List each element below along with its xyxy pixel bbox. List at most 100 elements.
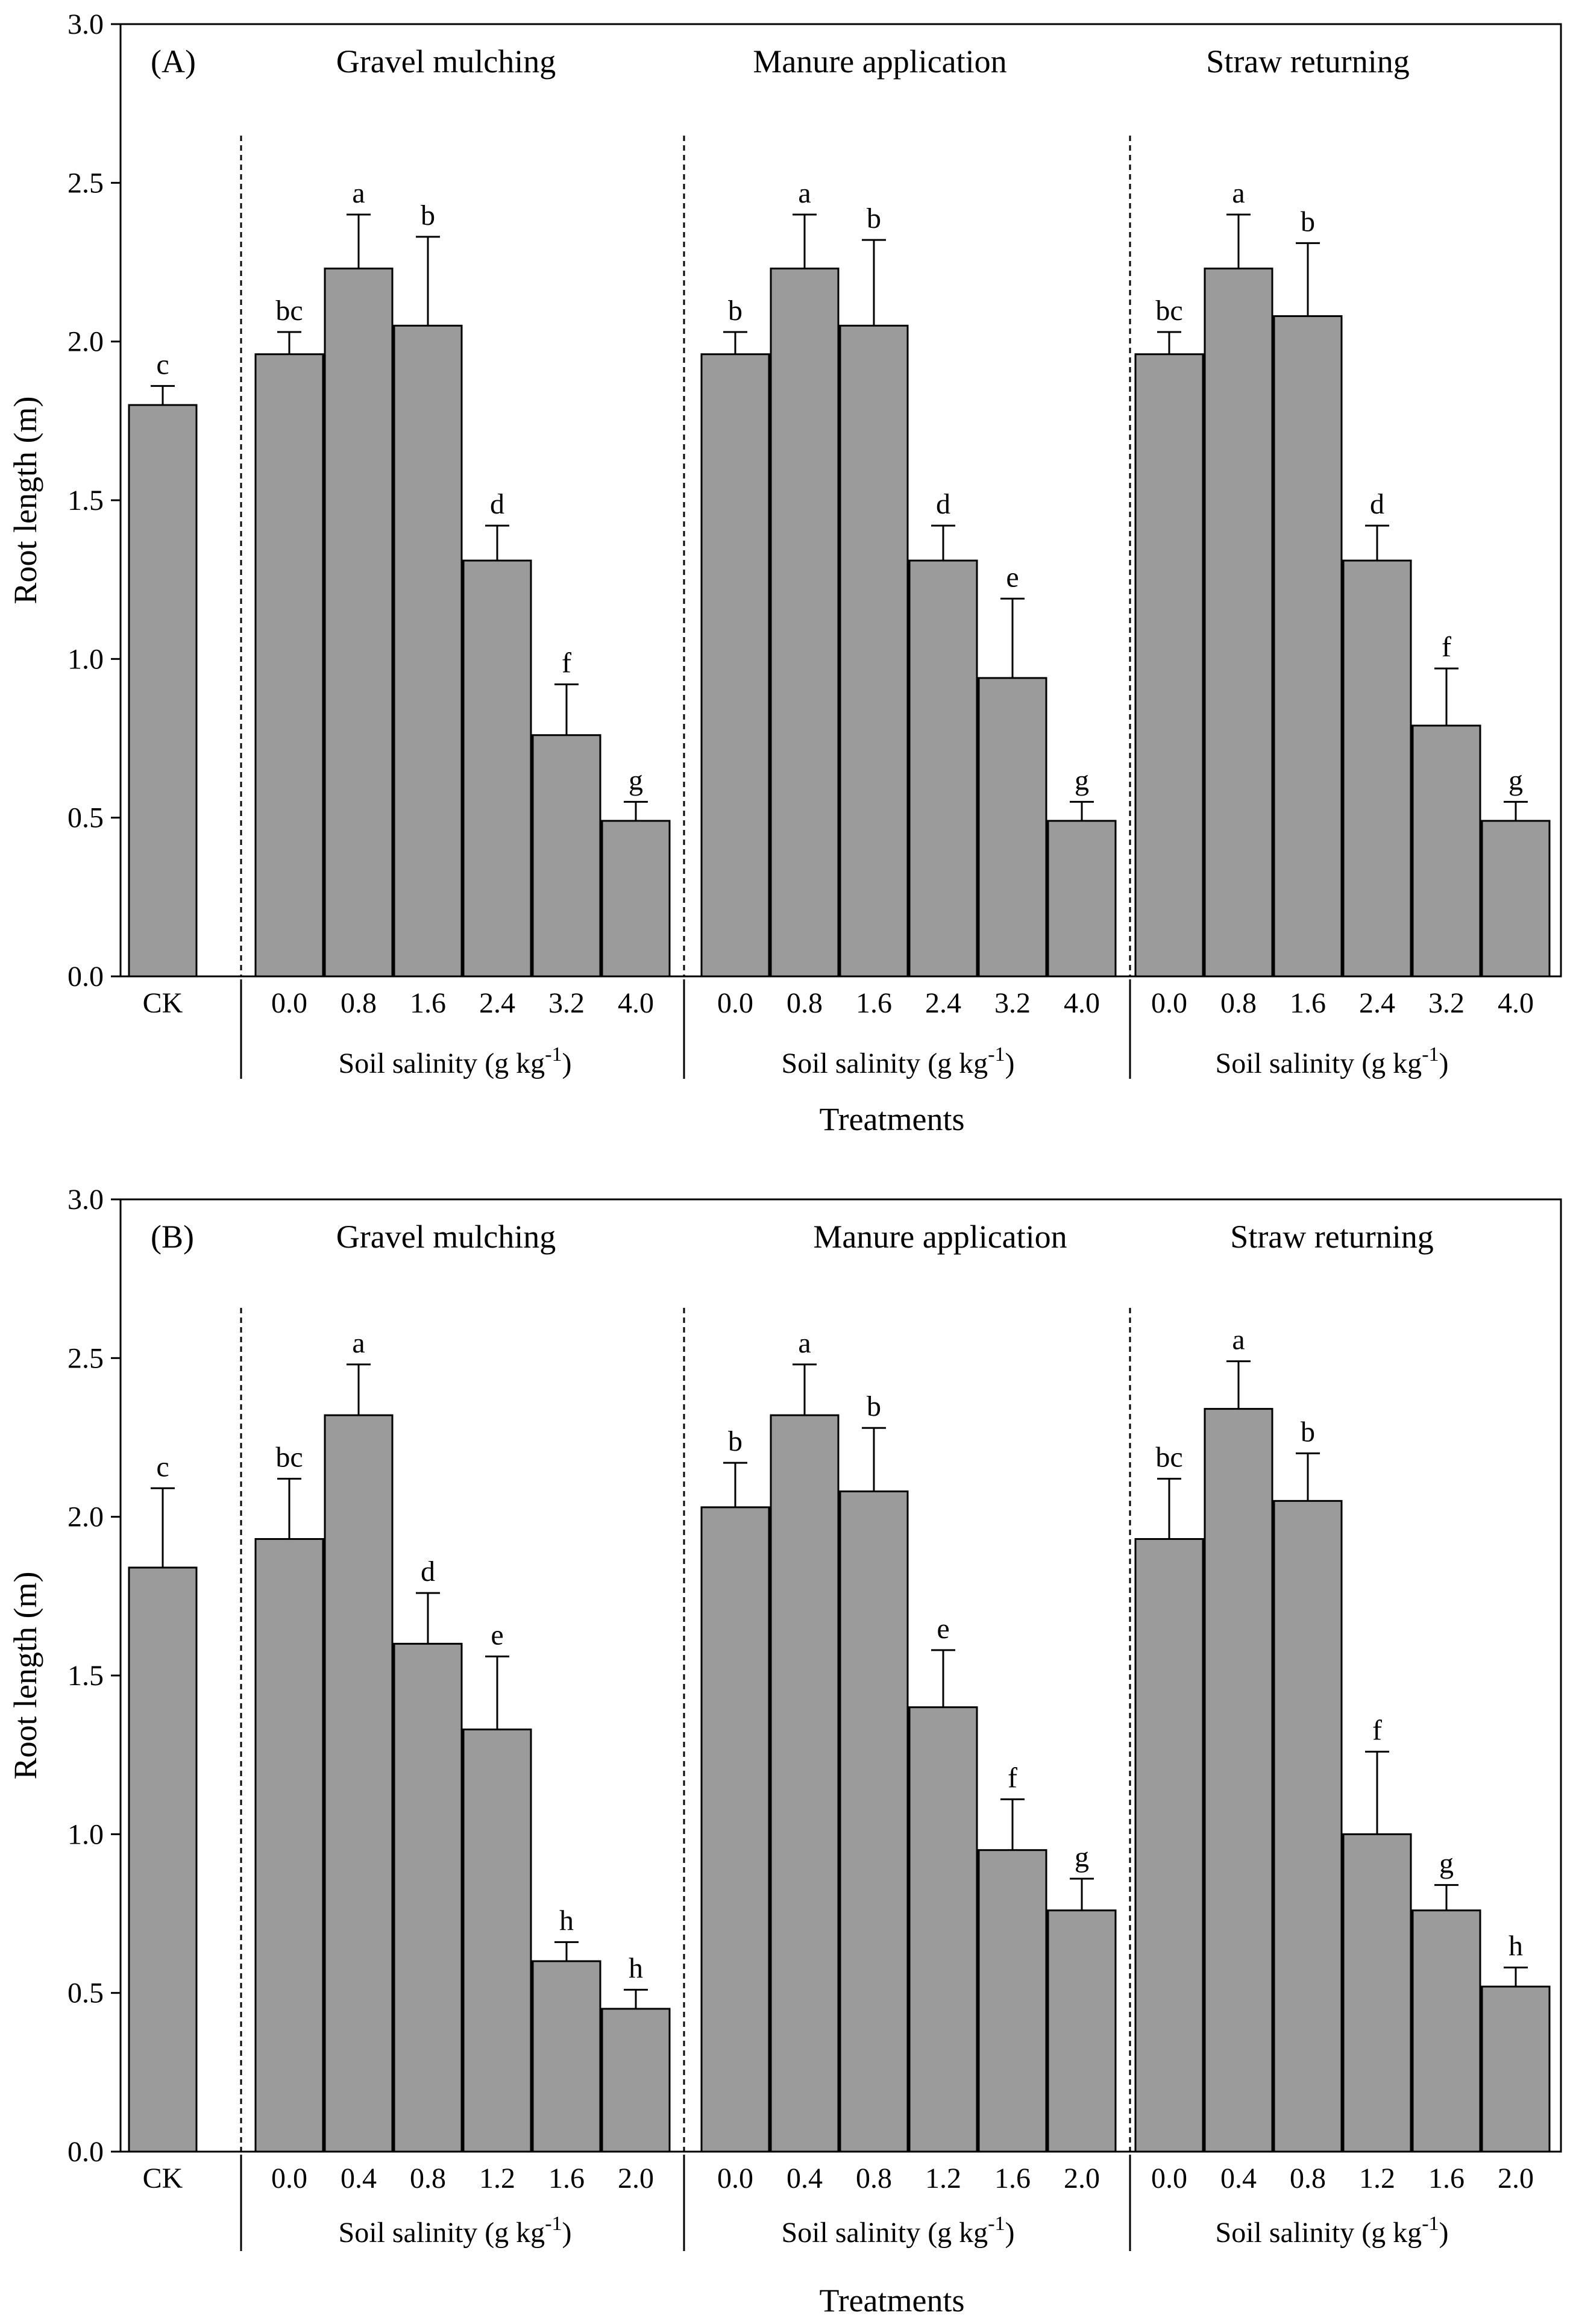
group-1-item-4-significance-letter: d bbox=[490, 488, 504, 520]
group-3-item-2-bar bbox=[1204, 268, 1273, 978]
y-tick-label: 0.0 bbox=[68, 961, 104, 993]
soil-salinity-axis-label: Soil salinity (g kg-1) bbox=[1216, 1043, 1449, 1079]
x-axis-title: Treatments bbox=[820, 1101, 965, 1137]
group-2-item-6-significance-letter: g bbox=[1075, 1841, 1089, 1873]
group-3-item-5-bar bbox=[1411, 724, 1481, 978]
group-2-item-3-bar bbox=[839, 1490, 909, 2153]
x-tick-label: 4.0 bbox=[618, 987, 654, 1019]
group-3-item-2-significance-letter: a bbox=[1232, 177, 1245, 209]
panel-a: 0.0 0.5 1.0 1.5 2.0 2.5 3.0 Root length (m) (A) c… bbox=[7, 8, 1562, 1137]
y-tick-label: 0.0 bbox=[68, 2136, 104, 2168]
group-2-item-6-significance-letter: g bbox=[1075, 764, 1089, 796]
group-3-item-1-bar bbox=[1134, 353, 1204, 978]
x-tick-label: 0.0 bbox=[717, 2162, 753, 2194]
x-tick-label-control: CK bbox=[143, 987, 183, 1019]
x-tick-label: 0.8 bbox=[787, 987, 823, 1019]
group-1-item-5-bar bbox=[532, 1960, 601, 2153]
group-2-item-6-bar bbox=[1047, 1909, 1117, 2153]
group-1-item-5-significance-letter: f bbox=[562, 647, 571, 679]
y-tick-label: 0.5 bbox=[68, 802, 104, 834]
group-title: Gravel mulching bbox=[336, 1219, 556, 1255]
group-1-item-4-bar bbox=[462, 559, 532, 978]
y-tick-label: 3.0 bbox=[68, 1184, 104, 1216]
group-3-item-5-bar bbox=[1411, 1909, 1481, 2153]
group-1-item-6-bar bbox=[601, 2008, 671, 2153]
x-tick-label: 0.4 bbox=[341, 2162, 377, 2194]
panel-label: (A) bbox=[151, 43, 196, 80]
y-tick-label: 1.0 bbox=[68, 1818, 104, 1850]
x-tick-label: 0.0 bbox=[1151, 987, 1187, 1019]
x-tick-label: 3.2 bbox=[994, 987, 1031, 1019]
group-1-item-3-bar bbox=[393, 1642, 463, 2153]
group-2-item-5-significance-letter: f bbox=[1008, 1762, 1017, 1794]
group-3-item-1-bar bbox=[1134, 1538, 1204, 2153]
group-1-item-6-significance-letter: h bbox=[629, 1952, 643, 1984]
group-2-item-3-bar bbox=[839, 324, 909, 978]
group-1-item-4-significance-letter: e bbox=[491, 1619, 503, 1651]
x-tick-label: 0.0 bbox=[271, 987, 307, 1019]
group-1-item-1-bar bbox=[254, 353, 324, 978]
group-3-item-5-significance-letter: g bbox=[1439, 1848, 1454, 1880]
group-2-item-5-significance-letter: e bbox=[1006, 561, 1019, 593]
group-1-item-4-bar bbox=[462, 1729, 532, 2153]
group-1-item-2-bar bbox=[324, 268, 394, 978]
group-2-item-2-significance-letter: a bbox=[798, 1327, 811, 1359]
panel-label: (B) bbox=[151, 1219, 194, 1255]
y-axis-title: Root length (m) bbox=[7, 397, 43, 605]
group-2-item-6-bar bbox=[1047, 820, 1117, 978]
x-tick-label: 4.0 bbox=[1064, 987, 1100, 1019]
x-tick-label: 1.6 bbox=[1290, 987, 1326, 1019]
control-significance-letter: c bbox=[156, 1451, 169, 1483]
group-2-item-4-significance-letter: e bbox=[937, 1613, 949, 1645]
x-tick-label: 2.4 bbox=[1359, 987, 1395, 1019]
y-tick-label: 2.0 bbox=[68, 326, 104, 358]
group-3-item-6-bar bbox=[1481, 1985, 1551, 2153]
x-tick-label: 3.2 bbox=[1428, 987, 1465, 1019]
group-3-item-2-bar bbox=[1204, 1408, 1273, 2153]
group-2-item-4-bar bbox=[908, 1706, 978, 2153]
group-2-item-2-significance-letter: a bbox=[798, 177, 811, 209]
x-tick-label: 0.8 bbox=[1290, 2162, 1326, 2194]
x-tick-label: 2.4 bbox=[925, 987, 961, 1019]
x-tick-label: 0.0 bbox=[1151, 2162, 1187, 2194]
soil-salinity-axis-label: Soil salinity (g kg-1) bbox=[339, 1043, 572, 1079]
group-2-item-3-significance-letter: b bbox=[867, 203, 881, 234]
x-axis-title: Treatments bbox=[820, 2282, 965, 2319]
x-tick-label: 1.6 bbox=[994, 2162, 1031, 2194]
group-2-item-5-bar bbox=[978, 1849, 1047, 2153]
x-tick-label: 0.4 bbox=[1220, 2162, 1257, 2194]
y-tick-label: 1.5 bbox=[68, 1660, 104, 1692]
group-1-item-3-significance-letter: b bbox=[421, 199, 435, 231]
x-tick-label: 0.0 bbox=[717, 987, 753, 1019]
y-tick-label: 0.5 bbox=[68, 1977, 104, 2009]
y-axis-title: Root length (m) bbox=[7, 1572, 43, 1780]
x-tick-label: 0.8 bbox=[341, 987, 377, 1019]
control-bar bbox=[128, 404, 198, 978]
group-2-item-5-bar bbox=[978, 677, 1047, 978]
group-2-item-1-bar bbox=[700, 1506, 770, 2153]
soil-salinity-axis-label: Soil salinity (g kg-1) bbox=[339, 2213, 572, 2249]
group-2-item-1-significance-letter: b bbox=[728, 295, 743, 327]
group-1-item-3-bar bbox=[393, 324, 463, 978]
panel-b: 0.0 0.5 1.0 1.5 2.0 2.5 3.0 Root length (m) (B) c… bbox=[7, 1184, 1562, 2319]
group-1-item-5-significance-letter: h bbox=[559, 1905, 574, 1936]
group-3-item-6-significance-letter: g bbox=[1509, 764, 1523, 796]
y-tick-label: 2.0 bbox=[68, 1501, 104, 1533]
group-1-item-3-significance-letter: d bbox=[421, 1556, 435, 1588]
x-tick-label: 2.4 bbox=[479, 987, 515, 1019]
group-1-item-1-significance-letter: bc bbox=[275, 295, 303, 327]
x-tick-label: 0.8 bbox=[856, 2162, 892, 2194]
x-tick-label: 0.0 bbox=[271, 2162, 307, 2194]
group-2-item-3-significance-letter: b bbox=[867, 1390, 881, 1422]
group-2-item-1-bar bbox=[700, 353, 770, 978]
group-3-item-2-significance-letter: a bbox=[1232, 1324, 1245, 1356]
group-1-item-2-bar bbox=[324, 1414, 394, 2153]
group-3-item-5-significance-letter: f bbox=[1442, 631, 1451, 663]
x-tick-label: 1.2 bbox=[1359, 2162, 1395, 2194]
y-tick-label: 2.5 bbox=[68, 167, 104, 199]
group-3-item-4-bar bbox=[1342, 1833, 1412, 2153]
group-title: Manure application bbox=[813, 1219, 1067, 1255]
group-3-item-4-significance-letter: d bbox=[1370, 488, 1384, 520]
x-tick-label: 0.8 bbox=[410, 2162, 446, 2194]
